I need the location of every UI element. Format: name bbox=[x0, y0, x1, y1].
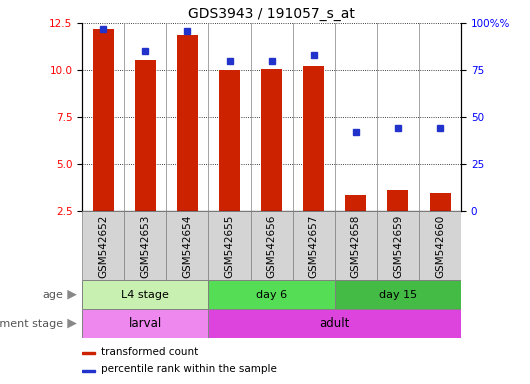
Bar bbox=[177, 35, 198, 211]
Bar bbox=[219, 70, 240, 211]
Text: percentile rank within the sample: percentile rank within the sample bbox=[101, 364, 277, 374]
Bar bbox=[429, 193, 450, 211]
Text: GSM542655: GSM542655 bbox=[225, 215, 234, 278]
Bar bbox=[124, 211, 166, 280]
Text: GSM542660: GSM542660 bbox=[435, 215, 445, 278]
Title: GDS3943 / 191057_s_at: GDS3943 / 191057_s_at bbox=[188, 7, 355, 21]
Bar bbox=[251, 211, 293, 280]
Bar bbox=[82, 309, 208, 338]
Text: day 15: day 15 bbox=[379, 290, 417, 300]
Text: GSM542653: GSM542653 bbox=[140, 215, 151, 278]
Text: GSM542658: GSM542658 bbox=[351, 215, 361, 278]
Bar bbox=[377, 211, 419, 280]
Text: GSM542659: GSM542659 bbox=[393, 215, 403, 278]
Text: GSM542654: GSM542654 bbox=[182, 215, 192, 278]
Bar bbox=[346, 195, 366, 211]
Bar bbox=[208, 309, 461, 338]
Bar bbox=[166, 211, 208, 280]
Bar bbox=[419, 211, 461, 280]
Bar bbox=[335, 211, 377, 280]
Bar bbox=[208, 280, 335, 309]
Text: GSM542656: GSM542656 bbox=[267, 215, 277, 278]
Text: L4 stage: L4 stage bbox=[121, 290, 169, 300]
Bar bbox=[82, 370, 95, 372]
Text: GSM542652: GSM542652 bbox=[98, 215, 108, 278]
Bar bbox=[261, 69, 282, 211]
Text: development stage: development stage bbox=[0, 318, 64, 329]
Bar bbox=[335, 280, 461, 309]
Bar bbox=[93, 29, 114, 211]
Text: adult: adult bbox=[320, 317, 350, 330]
Bar bbox=[82, 211, 124, 280]
Bar bbox=[303, 66, 324, 211]
Bar bbox=[82, 353, 95, 354]
Text: day 6: day 6 bbox=[256, 290, 287, 300]
Bar bbox=[208, 211, 251, 280]
Bar bbox=[387, 190, 409, 211]
Text: age: age bbox=[43, 290, 64, 300]
Bar bbox=[82, 280, 208, 309]
Text: transformed count: transformed count bbox=[101, 347, 198, 357]
Polygon shape bbox=[67, 290, 77, 300]
Text: larval: larval bbox=[129, 317, 162, 330]
Text: GSM542657: GSM542657 bbox=[309, 215, 319, 278]
Bar bbox=[135, 60, 156, 211]
Bar bbox=[293, 211, 335, 280]
Polygon shape bbox=[67, 319, 77, 328]
